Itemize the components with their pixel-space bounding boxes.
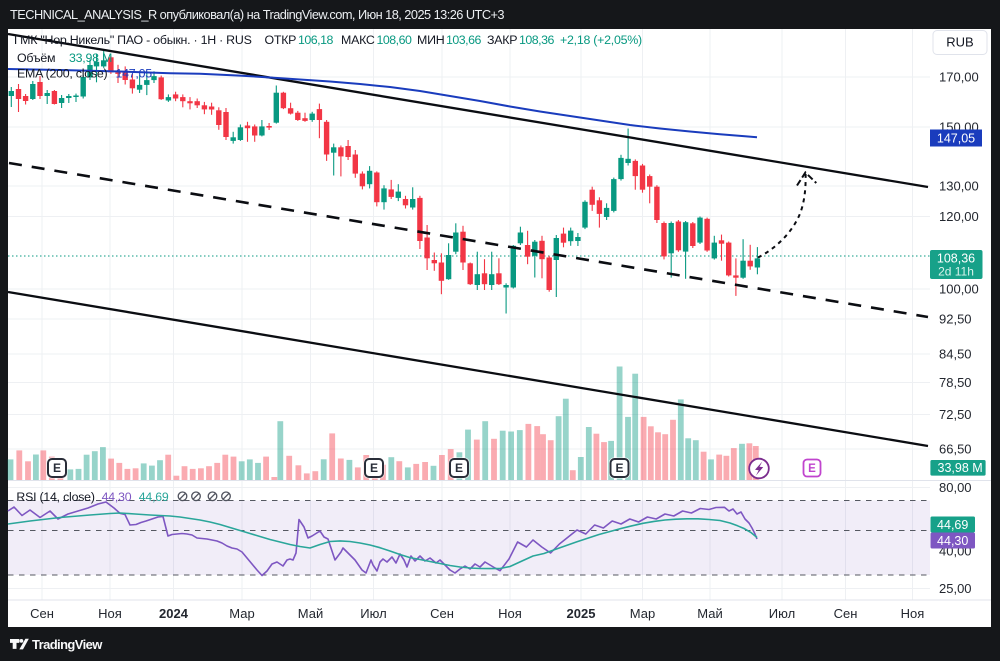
svg-text:Ноя: Ноя	[98, 606, 122, 621]
svg-text:Ноя: Ноя	[901, 606, 925, 621]
svg-text:108,36: 108,36	[519, 33, 555, 47]
svg-text:108,36: 108,36	[937, 252, 975, 266]
svg-text:ОТКР: ОТКР	[265, 33, 297, 47]
svg-text:RSI (14, close): RSI (14, close)	[16, 490, 94, 504]
svg-text:84,50: 84,50	[939, 347, 972, 362]
svg-text:33,98 M: 33,98 M	[938, 461, 983, 475]
svg-text:ГМК "Нор.Никель" ПАО - обыкн.: ГМК "Нор.Никель" ПАО - обыкн. · 1Н · RUS	[14, 33, 252, 47]
svg-text:МАКС: МАКС	[341, 33, 375, 47]
svg-text:44,30: 44,30	[102, 490, 132, 504]
svg-text:E: E	[615, 461, 623, 475]
svg-text:Сен: Сен	[834, 606, 858, 621]
svg-text:+2,18 (+2,05%): +2,18 (+2,05%)	[560, 33, 642, 47]
svg-text:170,00: 170,00	[939, 70, 979, 85]
svg-text:120,00: 120,00	[939, 209, 979, 224]
svg-text:Июл: Июл	[769, 606, 795, 621]
svg-text:147,05: 147,05	[937, 132, 975, 146]
svg-text:TradingView: TradingView	[32, 637, 103, 652]
svg-text:Мар: Мар	[630, 606, 655, 621]
svg-text:Июл: Июл	[360, 606, 386, 621]
svg-text:МИН: МИН	[417, 33, 444, 47]
svg-text:44,69: 44,69	[139, 490, 169, 504]
svg-text:147,05: 147,05	[116, 66, 153, 80]
svg-text:78,50: 78,50	[939, 375, 972, 390]
svg-text:92,50: 92,50	[939, 312, 972, 327]
svg-text:44,69: 44,69	[937, 518, 968, 532]
svg-text:E: E	[455, 461, 463, 475]
svg-text:Май: Май	[298, 606, 323, 621]
svg-text:2025: 2025	[567, 606, 596, 621]
svg-text:108,60: 108,60	[377, 33, 413, 47]
svg-text:E: E	[808, 463, 816, 475]
svg-text:80,00: 80,00	[939, 480, 972, 495]
svg-text:25,00: 25,00	[939, 581, 972, 596]
svg-text:72,50: 72,50	[939, 407, 972, 422]
svg-text:Ноя: Ноя	[498, 606, 522, 621]
svg-text:TECHNICAL_ANALYSIS_R опубликов: TECHNICAL_ANALYSIS_R опубликовал(а) на T…	[10, 7, 504, 22]
svg-text:Мар: Мар	[229, 606, 254, 621]
svg-text:33,98 M: 33,98 M	[69, 51, 112, 65]
svg-text:ЗАКР: ЗАКР	[487, 33, 517, 47]
svg-text:2d 11h: 2d 11h	[938, 265, 974, 279]
svg-text:E: E	[53, 461, 61, 475]
svg-text:44,30: 44,30	[937, 534, 968, 548]
svg-text:2024: 2024	[159, 606, 189, 621]
svg-text:E: E	[370, 461, 378, 475]
svg-text:Сен: Сен	[430, 606, 454, 621]
svg-text:103,66: 103,66	[446, 33, 482, 47]
svg-text:66,50: 66,50	[939, 442, 972, 457]
svg-text:Объём: Объём	[17, 51, 55, 65]
svg-text:130,00: 130,00	[939, 179, 979, 194]
svg-text:Май: Май	[697, 606, 722, 621]
svg-text:106,18: 106,18	[298, 33, 334, 47]
svg-text:EMA (200, close): EMA (200, close)	[17, 66, 107, 80]
svg-text:100,00: 100,00	[939, 282, 979, 297]
svg-text:RUB: RUB	[946, 35, 973, 50]
svg-text:Сен: Сен	[30, 606, 54, 621]
